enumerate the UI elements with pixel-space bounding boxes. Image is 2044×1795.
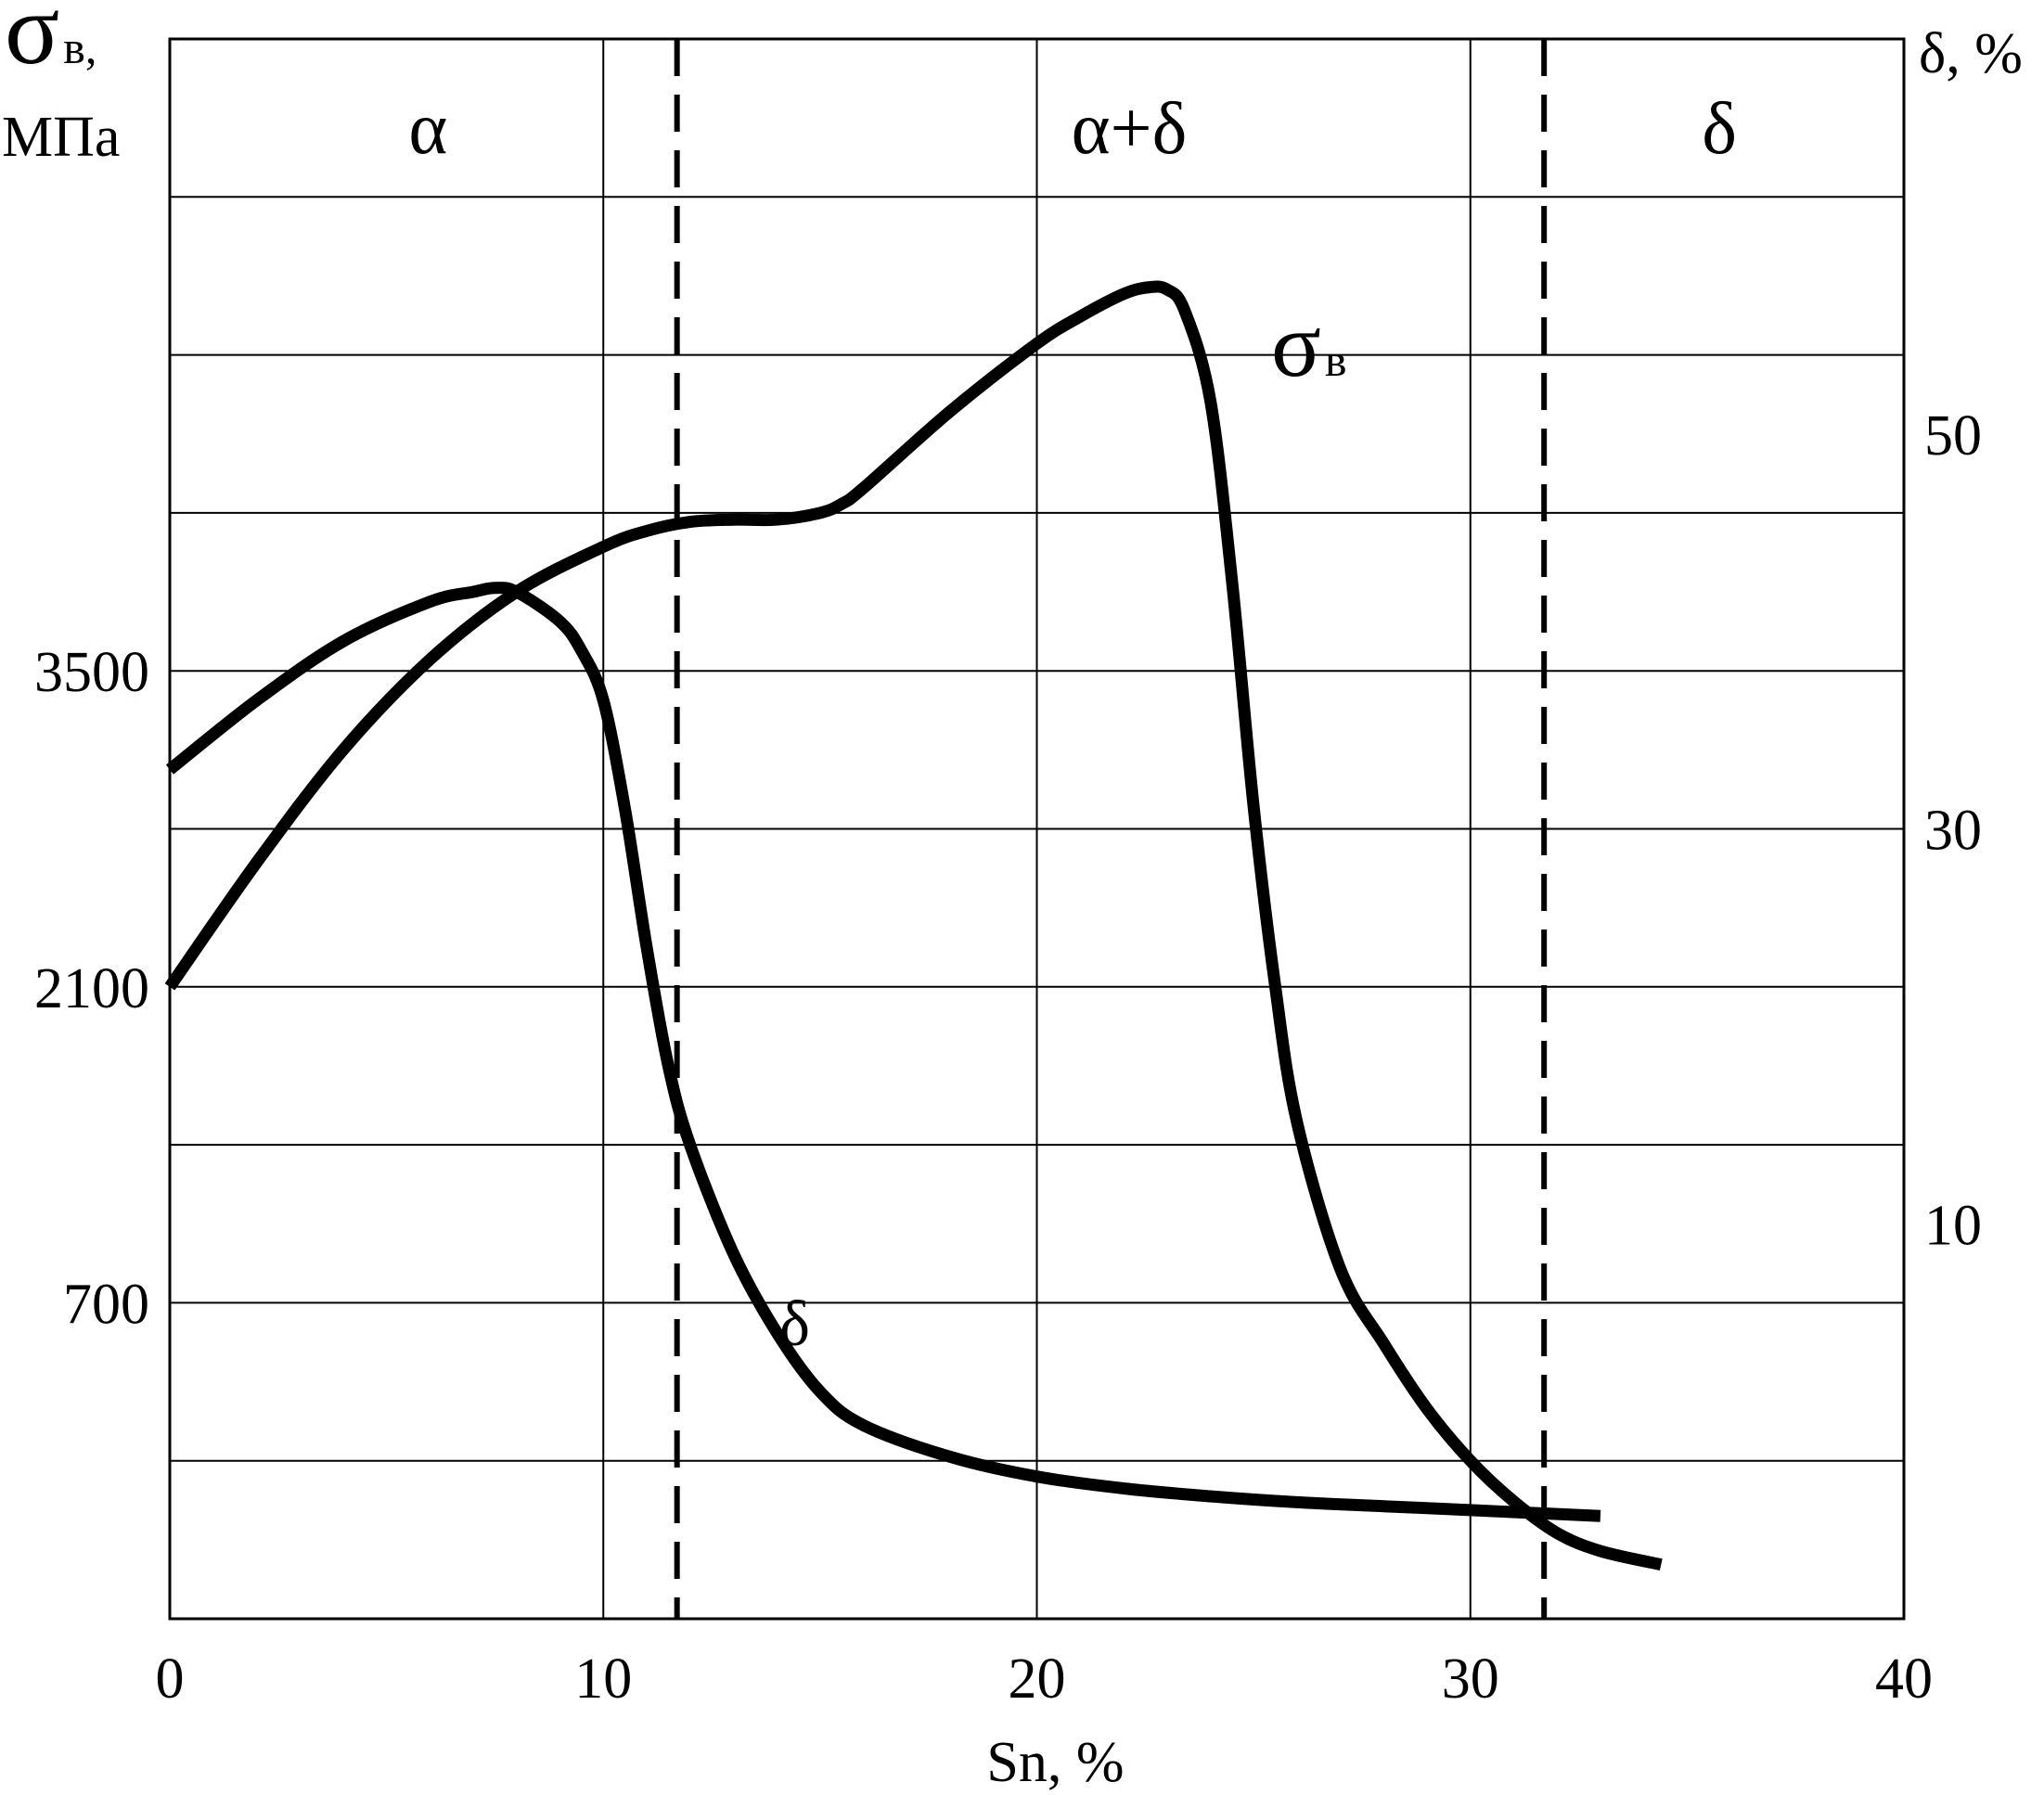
x-tick-label-0: 0 — [156, 1648, 185, 1711]
x-tick-label-2: 20 — [1009, 1648, 1066, 1711]
tick-labels: 0 10 20 30 40 3500 2100 700 50 30 10 — [34, 404, 1982, 1711]
y-right-tick-label-2: 10 — [1924, 1194, 1982, 1257]
x-tick-label-1: 10 — [574, 1648, 632, 1711]
y-axis-left-unit: МПа — [2, 106, 120, 169]
series-label-sigma-subscript: в — [1325, 334, 1347, 386]
x-tick-label-4: 40 — [1875, 1648, 1933, 1711]
plot-frame — [168, 37, 1906, 1621]
y-axis-left-suffix: , — [85, 21, 97, 73]
series-label-delta: δ — [779, 1289, 810, 1360]
phase-label-alpha-delta: α+δ — [1072, 88, 1188, 170]
series-line-delta — [165, 582, 1601, 1522]
y-right-tick-label-0: 50 — [1924, 404, 1982, 468]
x-tick-label-3: 30 — [1442, 1648, 1499, 1711]
x-axis-title: Sn, % — [986, 1731, 1124, 1794]
phase-boundaries — [674, 39, 1548, 1619]
series-label-sigma: σв — [1271, 293, 1347, 396]
series — [164, 280, 1663, 1571]
y-axis-left-symbol: σ — [5, 0, 59, 85]
grid — [169, 39, 1905, 1619]
y-left-tick-label-1: 2100 — [34, 957, 149, 1020]
y-axis-left-title: σв, — [5, 0, 96, 85]
y-left-tick-label-2: 700 — [63, 1273, 149, 1336]
y-right-tick-label-1: 30 — [1924, 800, 1982, 863]
series-label-sigma-symbol: σ — [1271, 293, 1321, 396]
series-line-sigma — [164, 280, 1663, 1571]
y-axis-right-title: δ, % — [1919, 22, 2023, 85]
y-axis-left-subscript: в — [63, 21, 85, 73]
y-left-tick-label-0: 3500 — [34, 641, 149, 704]
phase-label-alpha: α — [408, 88, 447, 170]
phase-label-delta: δ — [1702, 88, 1737, 170]
